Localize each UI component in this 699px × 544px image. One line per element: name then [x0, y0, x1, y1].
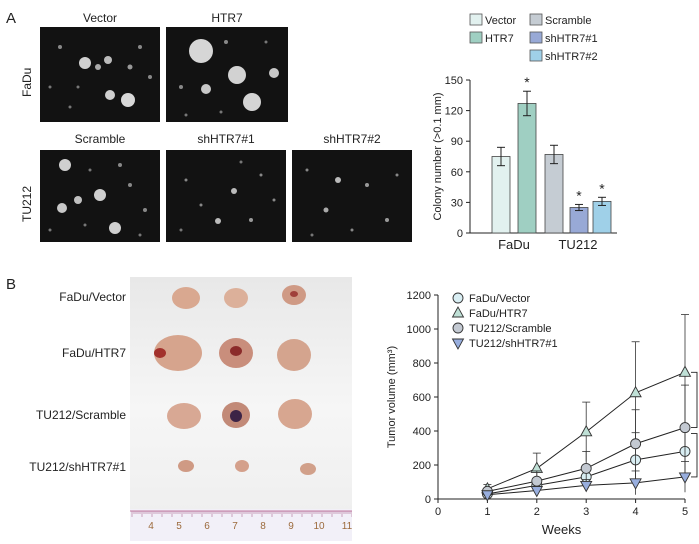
data-point	[629, 385, 642, 398]
y-tick-label: 90	[451, 136, 463, 148]
data-point	[451, 338, 465, 350]
tumor-photo: 4 5 6 7 8 9 10 11	[130, 277, 352, 541]
ruler-number: 4	[148, 521, 154, 532]
tumors: 4 5 6 7 8 9 10 11	[130, 285, 352, 541]
data-point	[530, 486, 544, 498]
data-point	[630, 438, 642, 450]
image-label-scramble: Scramble	[74, 132, 126, 146]
row-label-tu212: TU212	[20, 185, 34, 222]
micrograph-tu212-shhtr7-1	[166, 150, 286, 242]
data-point	[531, 475, 543, 487]
x-tick-label: 3	[583, 506, 589, 518]
panel-a-letter: A	[6, 10, 17, 27]
legend-label: HTR7	[485, 33, 514, 45]
ruler-number: 7	[232, 521, 238, 532]
ruler-number: 10	[313, 521, 325, 532]
data-point	[678, 472, 692, 484]
y-axis-label: Tumor volume (mm³)	[386, 346, 398, 448]
data-point	[452, 322, 464, 334]
y-tick-label: 60	[451, 167, 463, 179]
y-tick-label: 800	[413, 358, 431, 370]
y-axis-label: Colony number (>0.1 mm)	[432, 92, 444, 220]
panel-b-letter: B	[6, 276, 17, 293]
y-tick-label: 1000	[407, 324, 431, 336]
legend-swatch	[469, 31, 483, 44]
data-point	[679, 422, 691, 434]
tumor-label-fadu-htr7: FaDu/HTR7	[61, 346, 126, 360]
bar	[517, 103, 537, 234]
ruler-number: 9	[288, 521, 294, 532]
legend-label: FaDu/Vector	[469, 293, 530, 305]
legend-label: TU212/shHTR7#1	[469, 338, 558, 350]
x-tick-label: 1	[484, 506, 490, 518]
legend-label: shHTR7#2	[545, 51, 598, 63]
legend-swatch	[529, 13, 543, 26]
micrograph-fadu-htr7	[166, 27, 288, 122]
micrograph-tu212-scramble	[40, 150, 160, 242]
tumor-label-tu212-shhtr7-1: TU212/shHTR7#1	[29, 460, 126, 474]
x-tick-label: 5	[682, 506, 688, 518]
y-tick-label: 150	[445, 75, 463, 87]
y-tick-label: 1200	[407, 290, 431, 302]
legend-swatch	[469, 13, 483, 26]
legend-label: Vector	[485, 15, 517, 27]
image-label-htr7: HTR7	[211, 11, 243, 25]
legend-swatch	[529, 31, 543, 44]
ruler-number: 11	[342, 521, 352, 532]
significance-bracket	[691, 371, 698, 429]
y-tick-label: 30	[451, 197, 463, 209]
y-tick-label: 120	[445, 106, 463, 118]
ruler-number: 8	[260, 521, 266, 532]
significance-bracket	[691, 433, 698, 478]
data-point	[579, 480, 593, 493]
bar	[544, 154, 564, 234]
group-label: TU212	[558, 237, 597, 252]
legend-label: shHTR7#1	[545, 33, 598, 45]
data-point	[579, 424, 593, 437]
significance-star: *	[524, 74, 530, 90]
colony-dots	[305, 168, 399, 237]
colony-dots	[179, 160, 276, 232]
bar	[592, 200, 612, 234]
y-tick-label: 0	[425, 494, 431, 506]
image-label-shhtr7-2: shHTR7#2	[323, 132, 381, 146]
tumor-label-tu212-scramble: TU212/Scramble	[35, 408, 126, 422]
data-point	[629, 478, 642, 490]
data-point	[452, 292, 464, 304]
x-axis-label: Weeks	[542, 522, 582, 537]
x-tick-label: 4	[633, 506, 639, 518]
significance-star: *	[599, 180, 605, 196]
group-label: FaDu	[498, 237, 530, 252]
y-tick-label: 0	[457, 228, 463, 240]
tumor-label-fadu-vector: FaDu/Vector	[59, 290, 126, 304]
image-label-vector: Vector	[82, 11, 118, 25]
y-tick-label: 200	[413, 460, 431, 472]
legend-swatch	[529, 49, 543, 62]
x-tick-label: 0	[435, 506, 441, 518]
y-tick-label: 400	[413, 426, 431, 438]
y-tick-label: 600	[413, 392, 431, 404]
legend-label: FaDu/HTR7	[469, 308, 528, 320]
ruler-number: 5	[176, 521, 182, 532]
data-point	[580, 462, 592, 474]
row-label-fadu: FaDu	[20, 67, 34, 97]
image-label-shhtr7-1: shHTR7#1	[197, 132, 255, 146]
colony-dots	[179, 39, 279, 117]
bar	[491, 156, 511, 234]
bar	[569, 207, 589, 234]
legend-label: Scramble	[545, 15, 591, 27]
tumor-volume-line-chart: 0 200 400 600 800 1000 1200 0 1 2 3 4 5 Weeks Tumor vo…	[386, 290, 698, 537]
data-point	[481, 490, 494, 502]
significance-star: *	[576, 187, 582, 203]
colony-bar-chart: Vector HTR7 Scramble shHTR7#1 shHTR7#2 0 30 60…	[432, 13, 617, 252]
data-point	[678, 365, 692, 377]
legend-label: TU212/Scramble	[469, 323, 552, 335]
colony-dots	[48, 159, 147, 237]
ruler-number: 6	[204, 521, 210, 532]
micrograph-fadu-vector	[40, 27, 160, 122]
micrograph-tu212-shhtr7-2	[292, 150, 412, 242]
x-tick-label: 2	[534, 506, 540, 518]
colony-dots	[48, 45, 152, 109]
data-point	[451, 306, 465, 318]
